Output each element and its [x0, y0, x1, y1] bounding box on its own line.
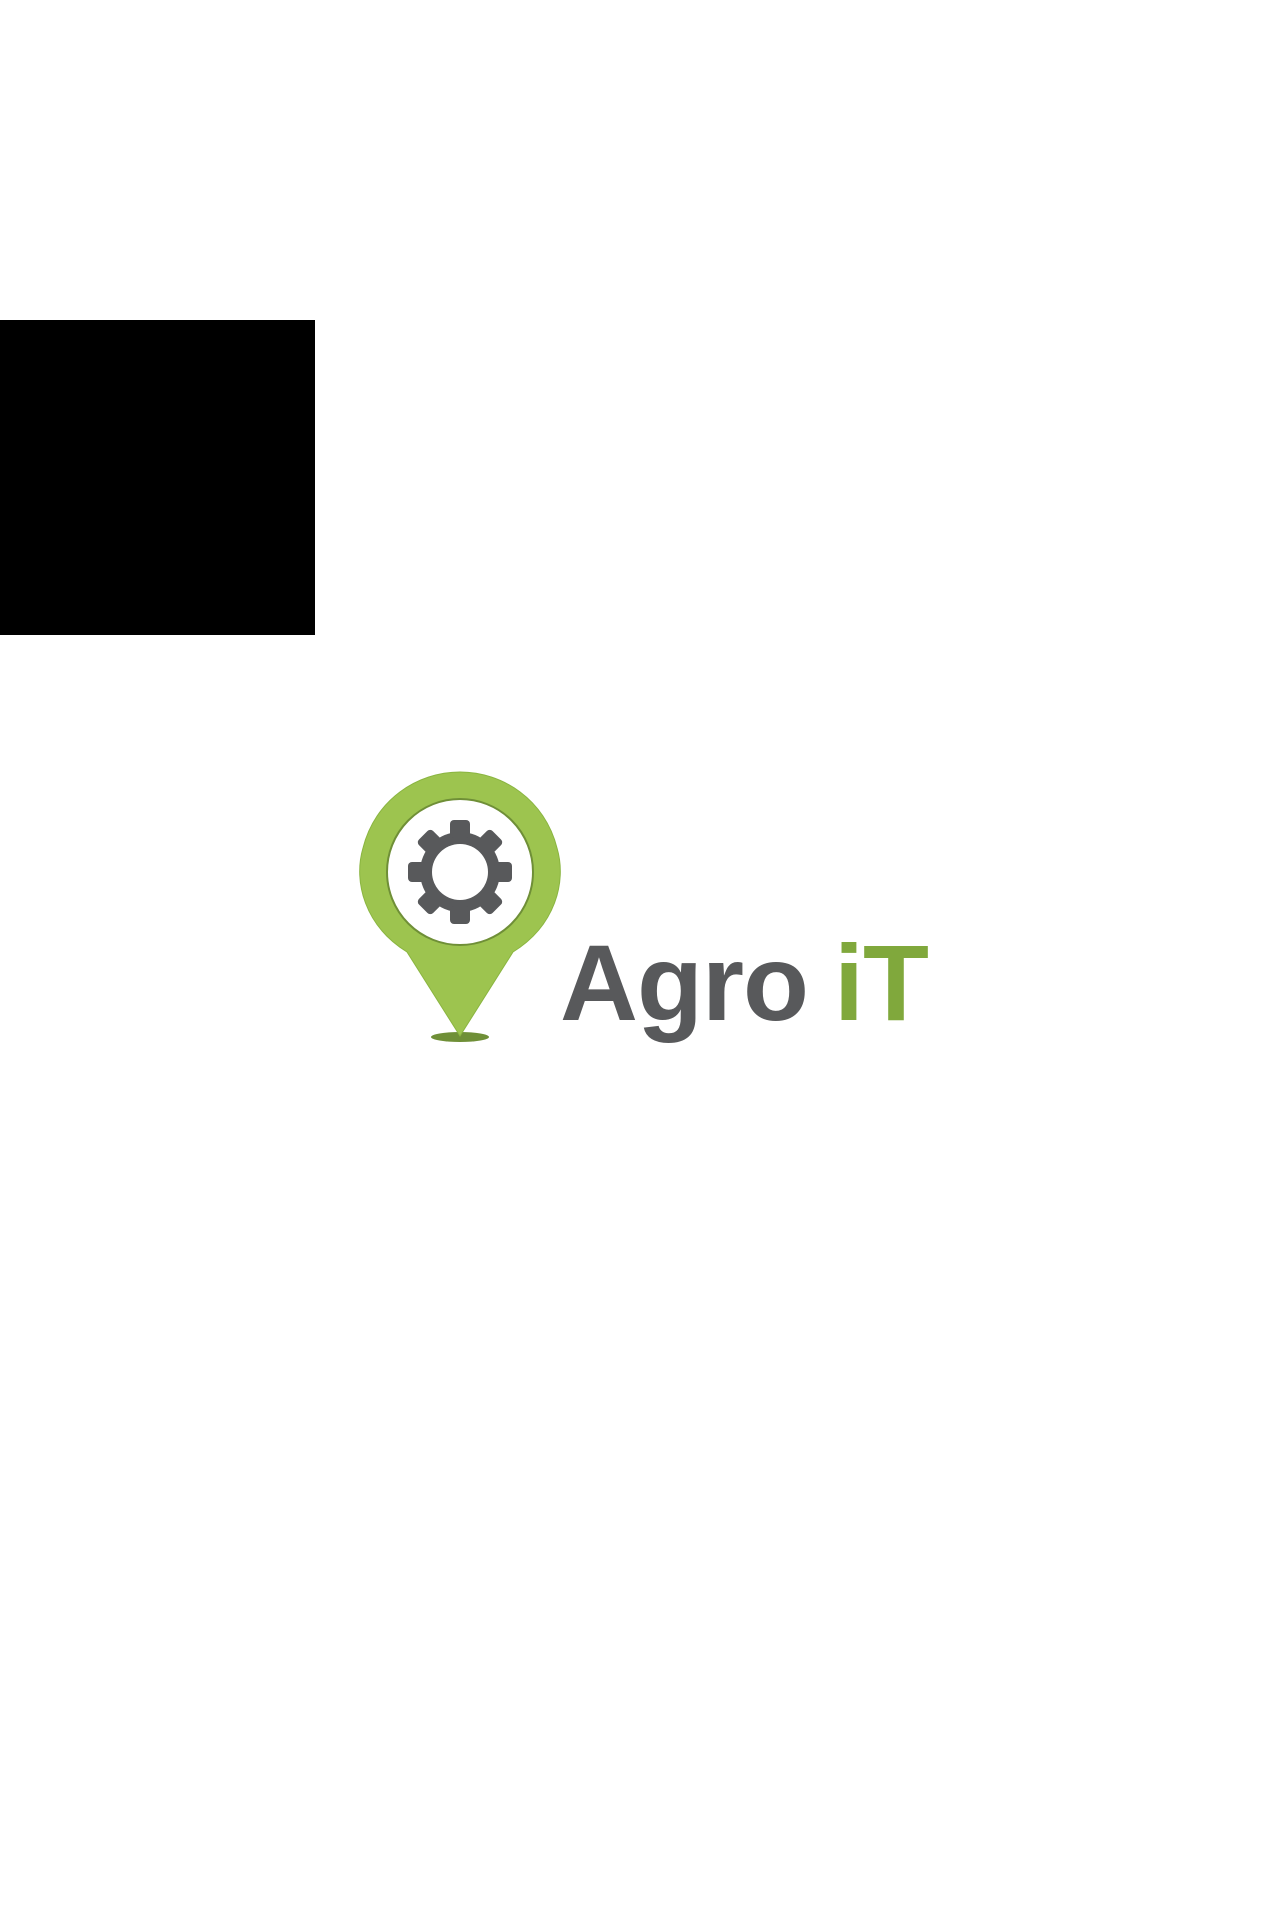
- gear-icon: [408, 820, 512, 924]
- location-pin-icon: [359, 771, 561, 1042]
- brand-name-agro: Agro: [560, 922, 809, 1043]
- brand-name-it: iT: [833, 922, 929, 1043]
- agroit-logo: Agro iT Agro iT: [355, 770, 945, 1174]
- brand-wordmark: Agro iT: [560, 918, 929, 1048]
- pin-shadow: [431, 1032, 489, 1042]
- black-block: [0, 320, 315, 635]
